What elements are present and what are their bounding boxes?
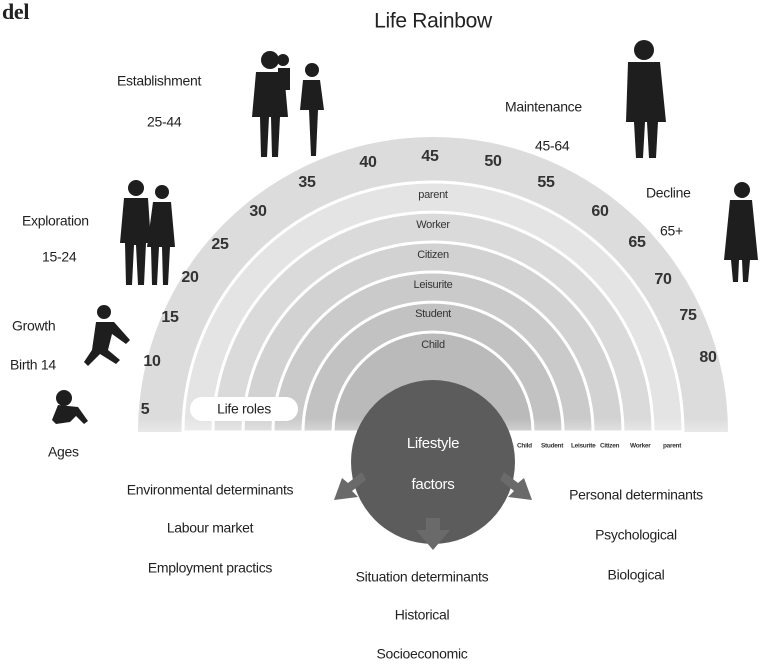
age-number: 55: [537, 174, 555, 191]
stage-ages: 15-24: [42, 249, 77, 265]
age-number: 45: [421, 148, 439, 165]
determinant-item: Employment practics: [148, 560, 273, 576]
determinant-item: Socioeconomic: [376, 646, 467, 662]
age-number: 10: [143, 353, 161, 370]
corner-text: del: [2, 0, 29, 24]
determinant-title: Environmental determinants: [127, 482, 294, 498]
age-number: 25: [211, 236, 229, 253]
center-text: factors: [412, 476, 455, 493]
determinant-item: Historical: [395, 607, 450, 623]
age-number: 5: [141, 401, 150, 418]
role-label: Child: [421, 339, 445, 351]
age-number: 35: [298, 174, 316, 191]
role-label: Student: [415, 308, 451, 320]
determinant-title: Personal determinants: [569, 487, 703, 503]
band-key: Child: [517, 443, 532, 450]
stage-label: Decline: [646, 185, 691, 201]
age-number: 15: [161, 309, 179, 326]
band-key: Worker: [630, 443, 651, 450]
determinant-title: Situation determinants: [356, 569, 489, 585]
age-number: 50: [484, 153, 502, 170]
stage-ages: 25-44: [147, 114, 182, 130]
stage-ages: 65+: [660, 223, 683, 239]
determinant-item: Psychological: [595, 527, 677, 543]
roles-label: Life roles: [217, 401, 271, 417]
stage-label: Maintenance: [505, 99, 582, 115]
stage-label: Growth: [12, 318, 55, 334]
age-number: 65: [628, 234, 646, 251]
age-number: 75: [679, 307, 697, 324]
stage-label: Establishment: [117, 73, 201, 89]
age-number: 60: [591, 203, 609, 220]
stage-label: Exploration: [22, 213, 89, 229]
band-key: Leisurite: [571, 443, 596, 450]
center-text: Lifestyle: [407, 435, 459, 452]
page: del Life Rainbow parent Worker Citizen L…: [0, 0, 762, 666]
age-number: 40: [359, 154, 377, 171]
ages-label: Ages: [48, 444, 79, 460]
age-number: 30: [249, 203, 267, 220]
role-label: parent: [418, 189, 448, 201]
band-key: Student: [541, 443, 564, 450]
age-number: 80: [699, 349, 717, 366]
title: Life Rainbow: [374, 10, 493, 33]
stage-ages: Birth 14: [10, 357, 56, 373]
band-key: Citizen: [600, 443, 620, 450]
role-label: Leisurite: [414, 279, 453, 291]
age-number: 70: [654, 271, 672, 288]
determinant-item: Labour market: [167, 520, 254, 536]
determinant-item: Biological: [608, 567, 665, 583]
role-label: Citizen: [417, 249, 449, 261]
band-key: parent: [663, 443, 682, 450]
stage-ages: 45-64: [535, 138, 570, 154]
age-number: 20: [181, 269, 199, 286]
role-label: Worker: [416, 219, 450, 231]
